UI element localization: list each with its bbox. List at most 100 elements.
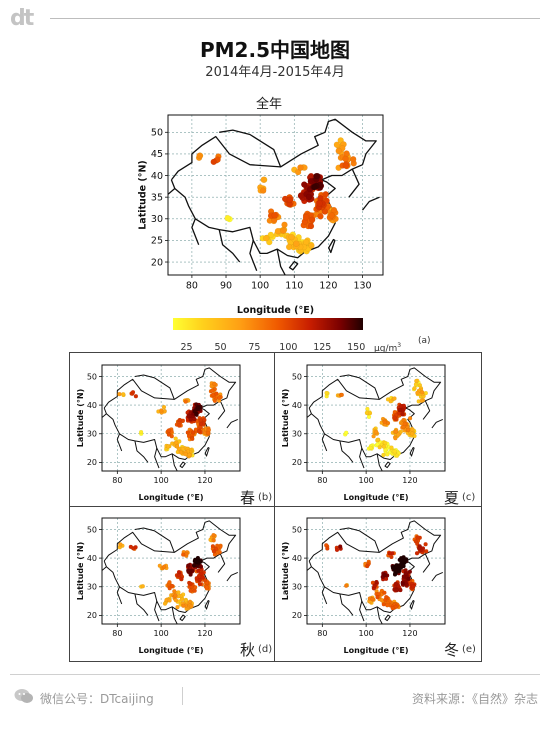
station-marker <box>174 440 179 445</box>
station-marker <box>198 421 204 427</box>
station-marker <box>162 601 168 606</box>
neighbour-border-3 <box>249 240 258 271</box>
station-marker <box>343 150 350 157</box>
station-marker <box>371 434 376 439</box>
neighbour-border-3 <box>359 600 365 622</box>
x-tick-label: 100 <box>154 629 169 638</box>
y-tick-label: 45 <box>151 149 163 160</box>
hainan-outline <box>288 260 299 271</box>
neighbour-border-2 <box>134 440 149 463</box>
station-marker <box>393 429 398 434</box>
station-marker <box>392 449 397 454</box>
station-marker <box>393 581 398 587</box>
station-marker <box>368 445 373 450</box>
station-marker <box>381 452 386 458</box>
station-marker <box>140 584 145 589</box>
station-marker <box>394 588 399 593</box>
station-marker <box>423 542 428 547</box>
station-marker <box>389 554 394 560</box>
y-tick-label: 20 <box>292 458 302 467</box>
footer-divider <box>10 674 540 675</box>
station-marker <box>186 568 191 573</box>
station-marker <box>178 450 184 455</box>
colorbar-tick-label: 150 <box>347 342 366 353</box>
station-markers <box>117 532 223 611</box>
neighbour-border-1 <box>321 433 328 452</box>
y-tick-label: 30 <box>87 583 97 592</box>
panel-tag-b: (b) <box>258 492 273 503</box>
station-marker <box>190 436 195 442</box>
station-marker <box>210 544 216 549</box>
map-svg: 80 100 120 20 30 40 50 Longitude (°E) Latitude (… <box>76 364 241 502</box>
x-tick-label: 80 <box>112 629 122 638</box>
map-svg: 80 100 120 20 30 40 50 Longitude (°E) Latitude (… <box>281 517 446 655</box>
station-marker <box>394 453 400 458</box>
station-marker <box>400 412 405 417</box>
station-marker <box>381 444 386 449</box>
y-tick-label: 50 <box>292 525 302 534</box>
map-svg: 80 90 100 110 120 130 20 25 30 35 40 45 50 Longitude … <box>138 114 384 316</box>
station-marker <box>401 574 406 579</box>
station-marker <box>194 411 199 417</box>
y-tick-label: 30 <box>87 430 97 439</box>
season-label-winter: 冬 <box>444 641 460 659</box>
x-tick-label: 120 <box>402 476 417 485</box>
station-marker <box>409 431 415 436</box>
station-marker <box>176 569 182 575</box>
neighbour-border-0 <box>168 188 176 196</box>
x-axis-label: Longitude (°E) <box>344 493 409 502</box>
panel-tag-c: (c) <box>462 492 476 503</box>
neighbour-border-6 <box>217 400 226 420</box>
station-marker <box>175 604 180 610</box>
station-marker <box>407 416 413 421</box>
station-marker <box>397 563 402 568</box>
country-borders <box>102 367 239 471</box>
x-tick-label: 100 <box>359 476 374 485</box>
station-marker <box>188 581 193 586</box>
spring-pm25-map: 80 100 120 20 30 40 50 Longitude (°E) Latitude (… <box>74 362 242 502</box>
y-tick-label: 25 <box>151 236 163 247</box>
y-axis-label: Latitude (°N) <box>76 389 85 448</box>
station-marker <box>288 233 295 241</box>
x-tick-label: 90 <box>220 281 232 292</box>
station-marker <box>410 427 415 432</box>
neighbour-border-6 <box>422 400 431 420</box>
y-tick-label: 20 <box>87 611 97 620</box>
taiwan-outline <box>204 600 210 610</box>
station-marker <box>388 399 393 404</box>
x-tick-label: 100 <box>359 629 374 638</box>
station-marker <box>379 597 384 603</box>
y-tick-label: 30 <box>292 583 302 592</box>
station-marker <box>133 545 138 550</box>
neighbour-border-6 <box>217 553 226 573</box>
station-marker <box>387 551 392 556</box>
country-borders <box>168 118 380 275</box>
station-marker <box>334 547 340 553</box>
station-marker <box>325 546 330 551</box>
plot-frame <box>306 517 446 625</box>
station-marker <box>407 569 413 574</box>
station-marker <box>197 581 203 587</box>
station-marker <box>166 432 172 437</box>
station-marker <box>183 452 188 457</box>
station-marker <box>205 430 211 436</box>
station-marker <box>211 549 217 554</box>
station-marker <box>389 445 394 450</box>
x-tick-label: 80 <box>112 476 122 485</box>
y-axis-label: Latitude (°N) <box>138 160 149 230</box>
station-marker <box>200 575 205 580</box>
station-marker <box>415 390 420 396</box>
main-map-title: 全年 <box>256 97 283 112</box>
station-marker <box>402 421 407 427</box>
station-marker <box>281 221 288 228</box>
station-marker <box>398 587 403 593</box>
neighbour-border-1 <box>321 586 328 605</box>
station-marker <box>309 216 316 223</box>
station-marker <box>344 583 349 588</box>
station-marker <box>138 429 144 435</box>
station-marker <box>396 432 401 437</box>
x-axis-label: Longitude (°E) <box>237 305 314 316</box>
station-marker <box>293 240 300 247</box>
station-marker <box>367 410 373 416</box>
station-marker <box>311 183 318 191</box>
